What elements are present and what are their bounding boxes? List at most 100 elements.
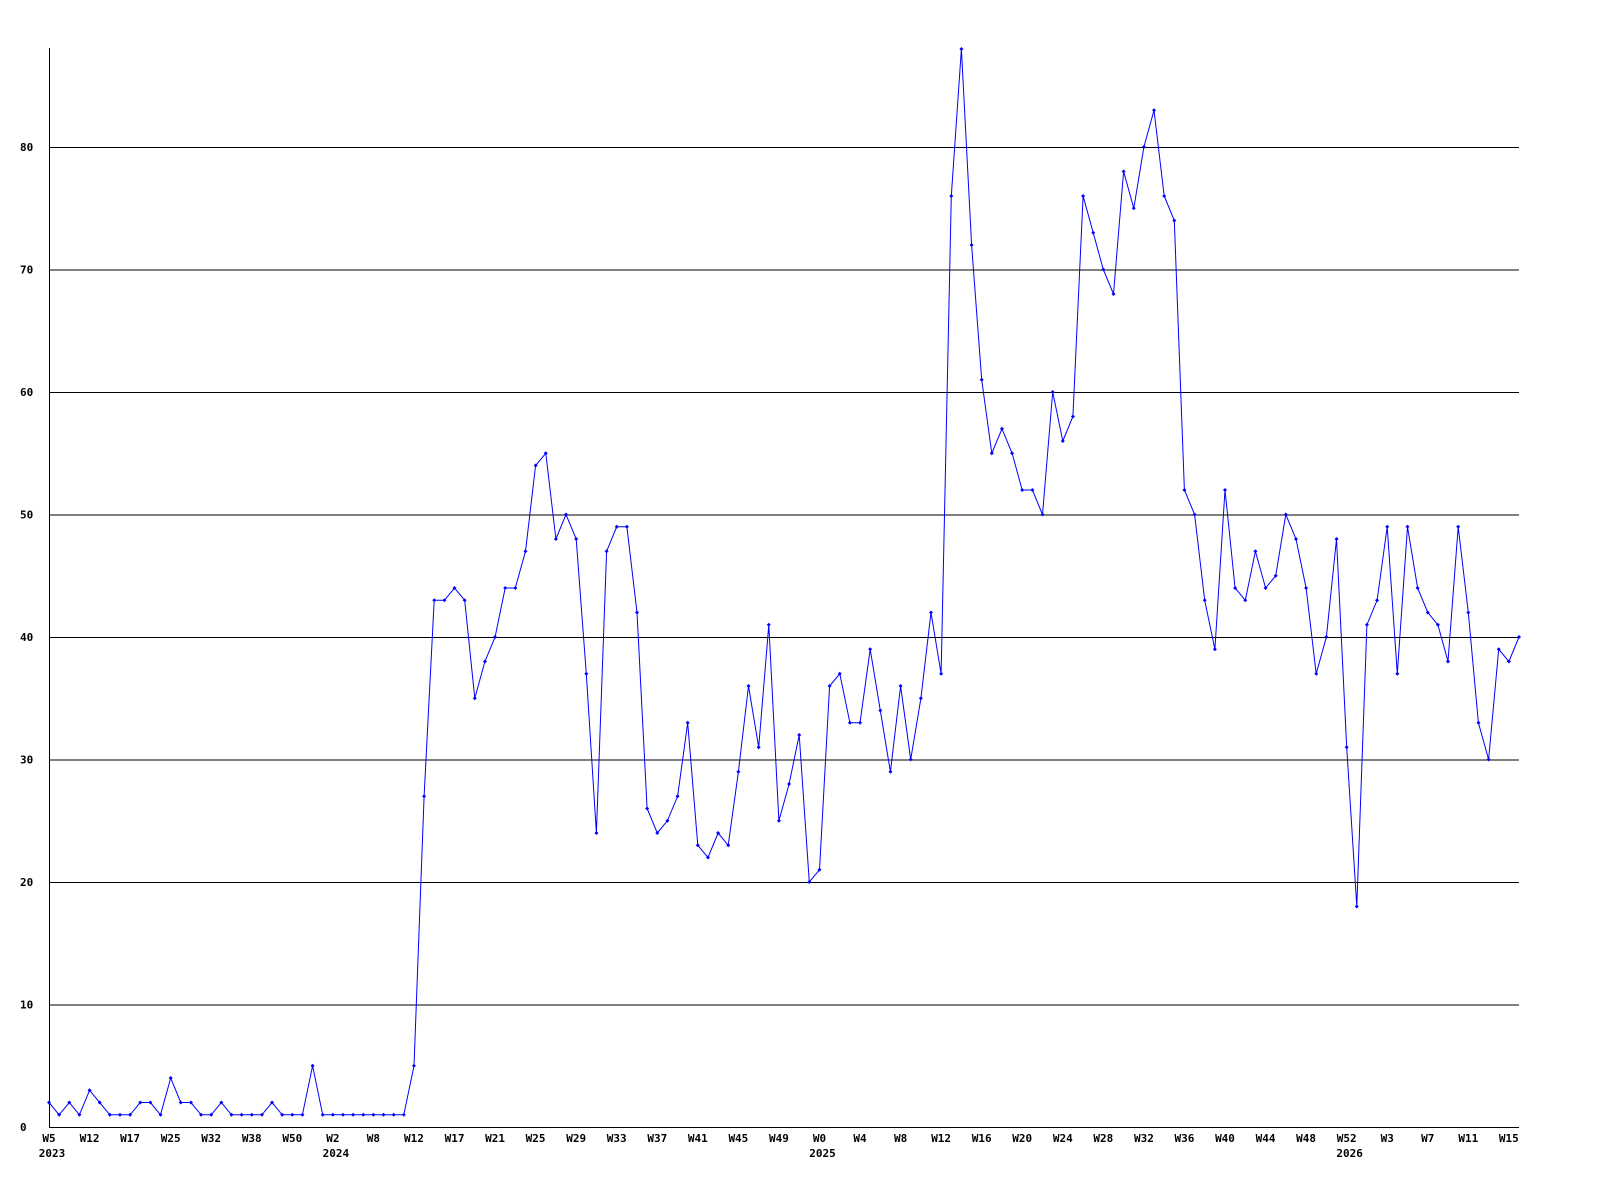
data-point	[209, 1112, 214, 1117]
data-point	[87, 1088, 92, 1093]
data-point	[138, 1100, 143, 1105]
data-point	[584, 671, 589, 676]
data-point	[1040, 512, 1045, 517]
data-point	[878, 708, 883, 713]
data-point	[1344, 745, 1349, 750]
data-point	[655, 831, 660, 835]
data-point	[929, 610, 933, 615]
data-point	[1050, 390, 1055, 394]
x-tick-label: W12	[80, 1132, 100, 1145]
data-point	[1425, 610, 1430, 615]
x-tick-label: W37	[647, 1132, 667, 1145]
data-point	[1446, 659, 1451, 664]
data-point	[776, 818, 781, 823]
data-point	[178, 1100, 183, 1105]
data-point	[1314, 671, 1319, 676]
year-label: 2023	[39, 1147, 66, 1160]
x-tick-label: W16	[972, 1132, 992, 1145]
data-point	[1010, 451, 1015, 456]
data-point	[1192, 512, 1197, 517]
data-point	[1101, 267, 1106, 272]
data-point	[148, 1100, 153, 1105]
data-point	[432, 598, 437, 603]
data-point	[158, 1112, 163, 1117]
data-point	[1354, 904, 1359, 909]
data-point	[1243, 598, 1248, 603]
data-point	[817, 867, 822, 872]
y-tick-label: 0	[20, 1121, 27, 1134]
data-point	[1415, 586, 1420, 590]
data-point	[280, 1112, 285, 1117]
series-line	[48, 48, 1520, 1116]
x-tick-label: W28	[1093, 1132, 1113, 1145]
data-point	[1273, 573, 1278, 578]
data-point	[979, 377, 984, 382]
data-point	[868, 647, 873, 652]
data-point	[1476, 720, 1481, 725]
y-tick-label: 40	[20, 631, 33, 644]
data-point	[888, 769, 893, 774]
data-point	[1283, 512, 1288, 517]
x-tick-label: W2	[326, 1132, 339, 1145]
data-point	[493, 635, 498, 639]
x-tick-label: W11	[1458, 1132, 1478, 1145]
data-point	[705, 855, 710, 860]
x-tick-label: W3	[1381, 1132, 1394, 1145]
data-point	[513, 586, 518, 590]
data-point	[1496, 647, 1501, 652]
data-point	[1385, 524, 1390, 529]
data-point	[1456, 524, 1461, 529]
data-point	[837, 671, 842, 676]
data-point	[847, 720, 852, 725]
x-tick-label: W21	[485, 1132, 505, 1145]
data-point	[411, 1063, 416, 1068]
data-point	[188, 1100, 193, 1105]
x-tick-label: W4	[853, 1132, 867, 1145]
x-tick-label: W29	[566, 1132, 586, 1145]
data-point	[999, 426, 1004, 431]
year-label: 2025	[809, 1147, 836, 1160]
data-point	[97, 1100, 102, 1105]
data-point	[1030, 488, 1035, 492]
data-point	[77, 1112, 82, 1117]
data-point	[462, 598, 467, 603]
data-point	[898, 684, 903, 688]
x-tick-label: W50	[282, 1132, 302, 1145]
data-point	[685, 720, 690, 725]
x-tick-label: W44	[1256, 1132, 1276, 1145]
data-point	[249, 1112, 254, 1117]
y-tick-label: 70	[20, 264, 33, 277]
data-point	[57, 1112, 62, 1117]
x-tick-label: W17	[120, 1132, 140, 1145]
data-point	[341, 1112, 345, 1117]
data-point	[1506, 659, 1511, 664]
data-point	[523, 549, 528, 554]
data-point	[1466, 610, 1471, 615]
x-tick-label: W49	[769, 1132, 789, 1145]
data-point	[391, 1112, 396, 1117]
data-point	[1364, 622, 1369, 627]
data-point	[624, 524, 629, 529]
data-point	[959, 47, 964, 51]
data-point	[1263, 586, 1268, 590]
data-point	[320, 1112, 325, 1117]
data-point	[1152, 108, 1157, 113]
data-point	[553, 537, 558, 541]
data-point	[1375, 598, 1380, 603]
data-point	[1111, 292, 1116, 296]
x-tick-label: W38	[242, 1132, 262, 1145]
data-point	[1121, 169, 1126, 174]
data-point	[270, 1100, 275, 1105]
data-point	[1212, 647, 1217, 652]
x-tick-label: W40	[1215, 1132, 1235, 1145]
x-tick-label: W8	[367, 1132, 380, 1145]
data-point	[1405, 524, 1410, 529]
x-tick-label: W52	[1337, 1132, 1357, 1145]
y-tick-label: 10	[20, 999, 33, 1012]
data-point	[695, 843, 700, 848]
data-point	[645, 806, 650, 811]
data-point	[1091, 230, 1096, 235]
data-point	[665, 818, 670, 823]
x-tick-label: W24	[1053, 1132, 1073, 1145]
